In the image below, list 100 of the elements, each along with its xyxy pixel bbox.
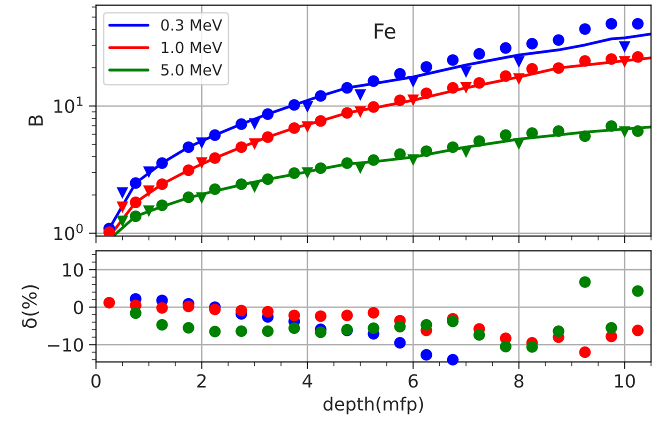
point <box>526 341 538 353</box>
point <box>182 191 194 204</box>
point <box>248 138 260 150</box>
point <box>447 54 459 66</box>
point <box>143 185 155 198</box>
point <box>368 322 380 334</box>
y-tick-label: −10 <box>48 338 83 352</box>
point <box>341 310 353 322</box>
point <box>248 118 260 130</box>
point <box>262 131 274 143</box>
point <box>209 304 221 316</box>
point <box>262 173 274 186</box>
point <box>447 82 459 94</box>
point <box>156 302 168 314</box>
point <box>341 107 353 119</box>
point <box>552 125 564 137</box>
point <box>288 322 300 334</box>
point <box>143 205 155 218</box>
point <box>130 307 142 319</box>
x-tick-label: 10 <box>615 374 635 388</box>
point <box>552 325 564 337</box>
legend-label: 1.0 MeV <box>162 42 222 54</box>
point <box>368 306 380 319</box>
point <box>288 99 300 111</box>
point <box>262 306 274 318</box>
x-tick-label: 6 <box>408 374 418 388</box>
point <box>209 183 221 196</box>
point <box>552 34 564 46</box>
y-tick-label: 10$^{0}$ <box>54 224 83 240</box>
point <box>288 310 300 322</box>
point <box>209 326 221 338</box>
x-tick-label: 4 <box>302 374 312 388</box>
point <box>606 120 618 132</box>
point <box>500 42 512 54</box>
y-axis-title: δ(%) <box>22 285 40 328</box>
point <box>526 38 538 50</box>
point <box>130 177 142 189</box>
point <box>236 141 248 153</box>
point <box>513 138 525 150</box>
point <box>606 53 618 65</box>
point <box>394 337 406 349</box>
y-tick-label: 10$^{1}$ <box>54 96 82 114</box>
point <box>236 178 248 190</box>
point <box>407 154 419 166</box>
point <box>236 325 248 337</box>
point <box>341 157 353 169</box>
legend-label: 5.0 MeV <box>161 64 222 76</box>
point <box>182 300 194 312</box>
point <box>248 181 260 194</box>
point <box>116 187 128 199</box>
point <box>354 89 366 101</box>
point <box>288 167 300 179</box>
point <box>302 101 314 113</box>
point <box>420 318 432 331</box>
point <box>156 199 168 212</box>
point <box>473 48 486 60</box>
point <box>368 154 380 166</box>
point <box>460 66 472 78</box>
annotation: Fe <box>374 23 396 39</box>
point <box>606 322 618 334</box>
point <box>116 201 128 214</box>
point <box>209 129 221 141</box>
point <box>262 108 274 120</box>
point <box>447 316 459 328</box>
point <box>394 148 406 160</box>
point <box>236 304 248 316</box>
point <box>314 162 326 174</box>
point <box>420 145 432 157</box>
point <box>513 73 525 85</box>
point <box>460 146 472 158</box>
point <box>579 55 591 67</box>
point <box>130 196 142 208</box>
point <box>156 178 168 190</box>
point <box>302 167 314 179</box>
point <box>513 56 525 68</box>
point <box>473 77 486 89</box>
point <box>156 157 168 169</box>
point <box>143 166 155 178</box>
point <box>407 76 419 88</box>
point <box>420 61 432 73</box>
point <box>314 326 326 338</box>
point <box>579 346 591 358</box>
point <box>606 18 618 30</box>
point <box>394 94 406 106</box>
point <box>579 23 591 35</box>
point <box>354 106 366 118</box>
point <box>579 130 591 142</box>
x-tick-label: 8 <box>514 374 524 388</box>
point <box>314 115 326 127</box>
x-tick-label: 0 <box>91 374 101 388</box>
point <box>618 56 630 68</box>
point <box>447 141 459 153</box>
point <box>314 310 326 322</box>
legend-label: 0.3 MeV <box>161 19 222 31</box>
point <box>618 41 630 53</box>
point <box>473 329 486 341</box>
point <box>460 82 472 94</box>
point <box>500 129 512 141</box>
point <box>632 285 644 297</box>
point <box>368 101 380 113</box>
